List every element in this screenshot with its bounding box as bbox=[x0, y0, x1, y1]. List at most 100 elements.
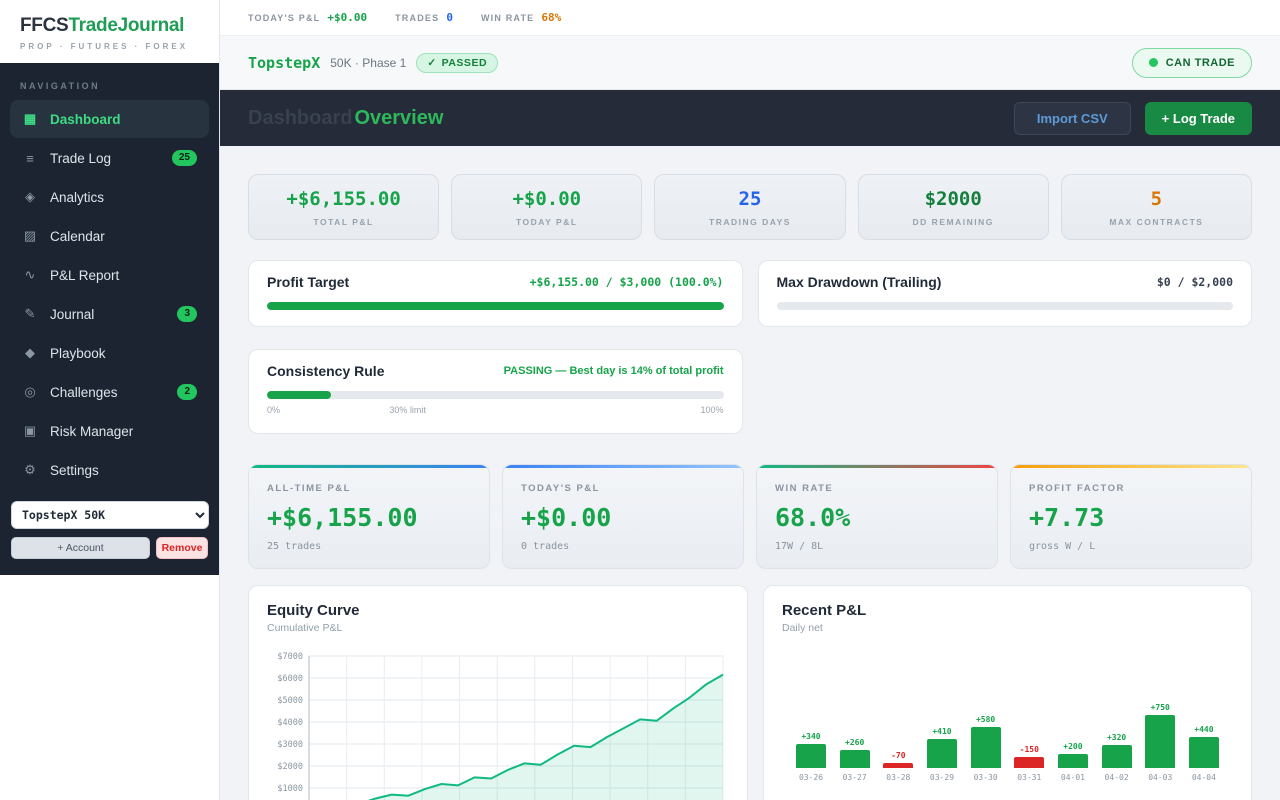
pnl-bar-group: +200 04-01 bbox=[1052, 664, 1094, 782]
metric-card-today-s-p-l: TODAY'S P&L +$0.00 0 trades bbox=[502, 464, 744, 569]
sidebar-item-trade-log[interactable]: ≡ Trade Log 25 bbox=[10, 139, 209, 177]
pnl-bar-value: +200 bbox=[1063, 742, 1083, 751]
metric-value: +$0.00 bbox=[521, 503, 612, 532]
metric-accent-bar bbox=[249, 465, 489, 468]
remove-account-button[interactable]: Remove bbox=[156, 537, 208, 559]
metric-accent-bar bbox=[503, 465, 743, 468]
passed-badge: ✓ PASSED bbox=[416, 52, 499, 73]
equity-curve-subtitle: Cumulative P&L bbox=[267, 622, 343, 634]
svg-text:$6000: $6000 bbox=[277, 674, 303, 684]
sidebar-item-analytics[interactable]: ◈ Analytics bbox=[10, 178, 209, 216]
metric-value: +7.73 bbox=[1029, 503, 1105, 532]
account-buttons: + Account Remove bbox=[11, 537, 208, 559]
topbar-stat-label: TODAY'S P&L bbox=[248, 12, 321, 23]
recent-pnl-chart: +340 03-26 +260 03-27 -70 03-28 +410 03-29 +580 0… bbox=[782, 664, 1233, 782]
metric-accent-bar bbox=[1011, 465, 1251, 468]
topbar-stat: TODAY'S P&L +$0.00 bbox=[248, 11, 367, 24]
stat-card-label: MAX CONTRACTS bbox=[1109, 217, 1204, 227]
pnl-bar-group: +320 04-02 bbox=[1096, 664, 1138, 782]
equity-curve-svg: $7000$6000$5000$4000$3000$2000$1000$0 bbox=[277, 652, 724, 800]
sidebar-item-risk-manager[interactable]: ▣ Risk Manager bbox=[10, 412, 209, 450]
metric-card-row: ALL-TIME P&L +$6,155.00 25 trades TODAY'S P… bbox=[248, 464, 1252, 569]
metric-accent-bar bbox=[757, 465, 997, 468]
stat-card-value: 5 bbox=[1150, 188, 1163, 210]
sidebar-item-calendar[interactable]: ▨ Calendar bbox=[10, 217, 209, 255]
metric-card-all-time-p-l: ALL-TIME P&L +$6,155.00 25 trades bbox=[248, 464, 490, 569]
sidebar-item-label: Trade Log bbox=[50, 150, 112, 166]
consistency-scale: 0% 30% limit 100% bbox=[267, 405, 724, 417]
scale-100: 100% bbox=[700, 405, 724, 415]
pnl-bar-group: +410 03-29 bbox=[921, 664, 963, 782]
scale-30-limit: 30% limit bbox=[389, 405, 426, 415]
pnl-bar-date: 04-01 bbox=[1060, 773, 1085, 782]
max-drawdown-card: Max Drawdown (Trailing) $0 / $2,000 bbox=[757, 260, 1252, 327]
account-select[interactable]: TopstepX 50K bbox=[11, 501, 209, 529]
equity-curve-title: Equity Curve bbox=[267, 602, 360, 619]
sidebar-item-challenges[interactable]: ◎ Challenges 2 bbox=[10, 373, 209, 411]
topbar-stat-value: +$0.00 bbox=[327, 11, 368, 24]
scale-0: 0% bbox=[267, 405, 281, 415]
consistency-spacer bbox=[758, 349, 1253, 434]
stat-card-today-p-l: +$0.00 TODAY P&L bbox=[451, 174, 643, 240]
metric-card-profit-factor: PROFIT FACTOR +7.73 gross W / L bbox=[1010, 464, 1252, 569]
logo-part1: FFCS bbox=[20, 15, 69, 36]
gear-icon: ⚙ bbox=[24, 462, 36, 477]
recent-pnl-title: Recent P&L bbox=[782, 602, 867, 619]
consistency-track bbox=[267, 391, 724, 399]
sidebar-item-settings[interactable]: ⚙ Settings bbox=[10, 451, 209, 489]
pnl-bar-date: 04-02 bbox=[1104, 773, 1129, 782]
pnl-bar-date: 03-28 bbox=[886, 773, 911, 782]
topbar-stat-label: WIN RATE bbox=[480, 12, 535, 23]
max-drawdown-track bbox=[776, 302, 1233, 310]
sidebar-item-label: Calendar bbox=[50, 228, 105, 244]
add-account-button[interactable]: + Account bbox=[11, 537, 150, 559]
count-badge: 2 bbox=[177, 384, 197, 400]
stat-card-trading-days: 25 TRADING DAYS bbox=[654, 174, 846, 240]
profit-target-value: +$6,155.00 / $3,000 (100.0%) bbox=[529, 275, 724, 289]
list-icon: ≡ bbox=[26, 150, 34, 166]
profit-target-track bbox=[267, 302, 724, 310]
log-trade-button[interactable]: + Log Trade bbox=[1144, 101, 1252, 135]
stat-card-value: $2000 bbox=[924, 188, 982, 210]
metric-card-win-rate: WIN RATE 68.0% 17W / 8L bbox=[756, 464, 998, 569]
equity-curve-chart: $7000$6000$5000$4000$3000$2000$1000$0 bbox=[267, 648, 729, 800]
stat-card-label: TOTAL P&L bbox=[313, 217, 374, 227]
import-csv-button[interactable]: Import CSV bbox=[1013, 101, 1131, 135]
sidebar-item-playbook[interactable]: ◆ Playbook bbox=[10, 334, 209, 372]
pnl-bar bbox=[1145, 715, 1176, 768]
wave-icon: ∿ bbox=[24, 267, 36, 282]
can-trade-pill[interactable]: CAN TRADE bbox=[1131, 47, 1252, 78]
book-icon: ◆ bbox=[25, 345, 35, 360]
shield-icon: ▣ bbox=[23, 423, 37, 438]
sidebar-item-label: Journal bbox=[50, 306, 95, 322]
profit-target-fill bbox=[267, 302, 724, 310]
account-bar: TopstepX 50K · Phase 1 ✓ PASSED CAN TRAD… bbox=[220, 36, 1280, 90]
sidebar-item-p-l-report[interactable]: ∿ P&L Report bbox=[10, 256, 209, 294]
pnl-bar bbox=[1057, 754, 1088, 768]
metric-label: TODAY'S P&L bbox=[521, 483, 600, 494]
sidebar-item-dashboard[interactable]: ▦ Dashboard bbox=[10, 100, 209, 138]
consistency-fill bbox=[267, 391, 331, 399]
metric-subtext: gross W / L bbox=[1029, 541, 1096, 552]
max-drawdown-value: $0 / $2,000 bbox=[1156, 275, 1233, 289]
pnl-bar-value: -70 bbox=[891, 751, 906, 760]
stat-card-dd-remaining: $2000 DD REMAINING bbox=[857, 174, 1049, 240]
stat-card-label: TODAY P&L bbox=[516, 217, 578, 227]
pnl-bar-group: +260 03-27 bbox=[834, 664, 876, 782]
logo: FFCSTradeJournal PROP · FUTURES · FOREX bbox=[0, 0, 219, 63]
pnl-bar-value: +320 bbox=[1106, 733, 1127, 742]
sidebar-item-journal[interactable]: ✎ Journal 3 bbox=[10, 295, 209, 333]
sidebar-item-label: Challenges bbox=[50, 384, 118, 400]
nav-panel: NAVIGATION ▦ Dashboard ≡ Trade Log 25 ◈ Analyt… bbox=[0, 63, 219, 575]
metric-value: +$6,155.00 bbox=[267, 503, 418, 532]
stat-card-label: DD REMAINING bbox=[912, 217, 994, 227]
pnl-bar-value: +260 bbox=[845, 738, 865, 747]
logo-subtitle: PROP · FUTURES · FOREX bbox=[20, 42, 189, 51]
charts-row: Equity Curve Cumulative P&L $7000 $6000 $5… bbox=[248, 585, 1252, 800]
count-badge: 25 bbox=[171, 150, 197, 166]
svg-text:$4000: $4000 bbox=[277, 718, 303, 728]
sidebar-item-label: Settings bbox=[50, 462, 99, 478]
progress-row: Profit Target +$6,155.00 / $3,000 (100.0… bbox=[248, 260, 1252, 327]
can-trade-label: CAN TRADE bbox=[1165, 56, 1235, 69]
pnl-bar-value: +440 bbox=[1194, 725, 1214, 734]
